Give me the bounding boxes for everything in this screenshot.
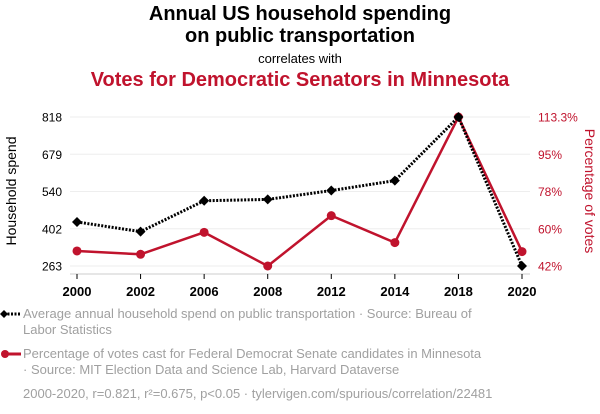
x-tick-label: 2020 — [508, 284, 537, 299]
legend-item-text-line1: Percentage of votes cast for Federal Dem… — [23, 346, 482, 361]
legend-item-household-spend: Average annual household spend on public… — [23, 306, 563, 338]
series-votes-point — [390, 238, 400, 248]
gridlines — [70, 116, 530, 267]
right-axis-label: Percentage of votes — [582, 129, 598, 254]
left-tick-label: 402 — [42, 222, 62, 236]
series-household-spend-point — [199, 195, 210, 206]
legend-item-text-line2: · Source: MIT Election Data and Science … — [23, 362, 400, 377]
left-tick-label: 818 — [42, 111, 62, 125]
series-household-spend-point — [517, 261, 527, 271]
right-tick-label: 95% — [538, 148, 562, 162]
series-votes-point — [326, 211, 336, 221]
series-household-spend-point — [72, 216, 82, 227]
series-votes-point — [517, 247, 527, 257]
series-household-spend-point — [453, 112, 464, 122]
chart-subtitle: Votes for Democratic Senators in Minneso… — [90, 69, 510, 91]
x-tick-label: 2000 — [63, 284, 92, 299]
right-axis-ticks: 113.3% 95% 78% 60% 42% — [538, 111, 578, 274]
left-tick-label: 679 — [42, 148, 62, 162]
x-tick-label: 2012 — [317, 284, 346, 299]
legend-item-text-line1: Average annual household spend on public… — [23, 306, 472, 321]
right-tick-label: 60% — [538, 222, 562, 236]
series-household-spend — [72, 112, 527, 271]
x-tick-label: 2008 — [253, 284, 282, 299]
x-axis-ticks: 2000 2002 2006 2008 2012 2014 2018 2020 — [63, 274, 537, 299]
right-tick-label: 113.3% — [538, 111, 578, 125]
x-tick-label: 2018 — [444, 284, 473, 299]
left-tick-label: 263 — [42, 260, 62, 274]
right-tick-label: 42% — [538, 260, 562, 274]
series-votes — [72, 112, 527, 271]
series-household-spend-point — [326, 185, 337, 196]
legend-item-text-line2: Labor Statistics — [23, 322, 112, 337]
footer-stats: 2000-2020, r=0.821, r²=0.675, p<0.05 · t… — [23, 386, 493, 401]
legend-item-votes: Percentage of votes cast for Federal Dem… — [23, 346, 563, 378]
series-votes-point — [136, 249, 146, 259]
x-tick-label: 2014 — [380, 284, 410, 299]
left-axis-ticks: 818 679 540 402 263 — [42, 111, 62, 274]
series-household-spend-point — [389, 175, 400, 186]
legend-marker-household-spend — [0, 310, 21, 318]
chart-title: Annual US household spending on public t… — [0, 3, 600, 47]
x-tick-label: 2006 — [190, 284, 219, 299]
chart-title-line2: on public transportation — [185, 25, 415, 47]
right-tick-label: 78% — [538, 185, 562, 199]
series-household-spend-point — [135, 226, 146, 237]
x-tick-label: 2002 — [126, 284, 155, 299]
legend-markers — [0, 310, 21, 358]
series-votes-point — [199, 227, 209, 237]
series-votes-point — [263, 261, 273, 271]
left-axis-label: Household spend — [3, 137, 19, 246]
series-votes-point — [72, 246, 82, 256]
series-household-spend-point — [262, 194, 273, 205]
legend-marker-votes — [1, 350, 21, 358]
series-votes-line — [76, 115, 524, 268]
left-tick-label: 540 — [42, 185, 62, 199]
correlates-with-label: correlates with — [258, 51, 342, 66]
chart-title-line1: Annual US household spending — [148, 3, 452, 25]
